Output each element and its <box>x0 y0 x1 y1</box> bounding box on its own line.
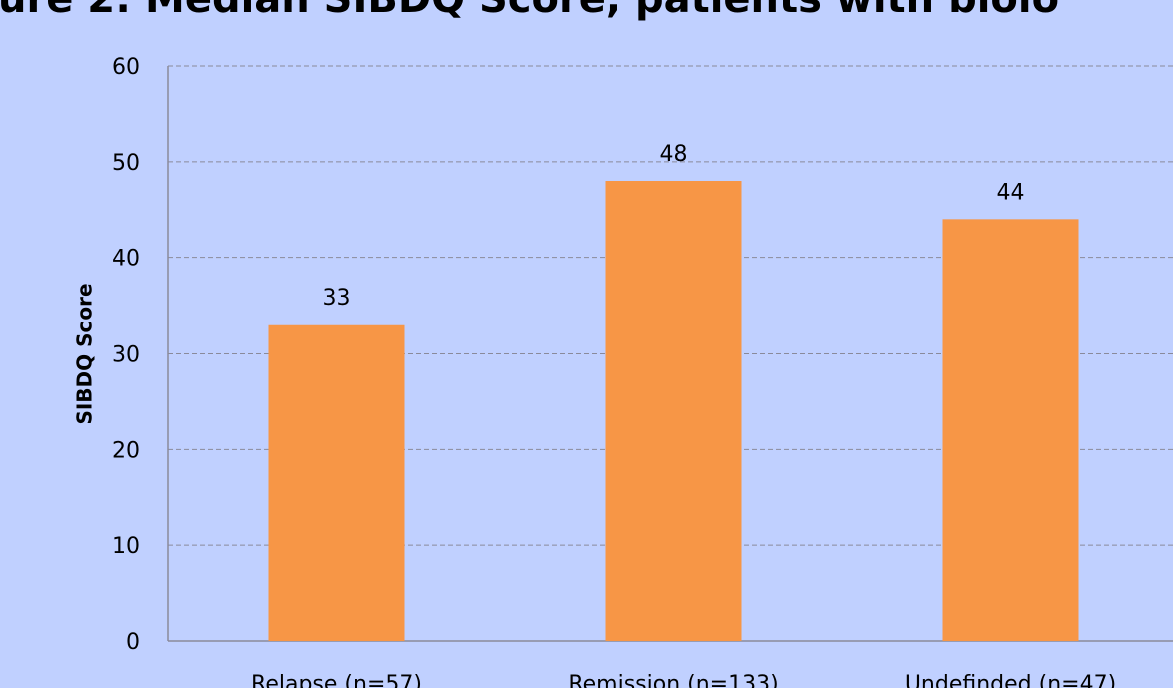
bar <box>268 324 405 641</box>
y-tick-label: 10 <box>112 534 140 559</box>
y-axis-label: SIBDQ Score <box>73 283 97 424</box>
bar <box>605 181 742 641</box>
y-tick-label: 60 <box>112 55 140 80</box>
y-tick-label: 30 <box>112 343 140 368</box>
y-tick-label: 0 <box>126 630 140 655</box>
x-tick-label: Undefinded (n=47) <box>905 672 1116 688</box>
y-tick-label: 40 <box>112 247 140 272</box>
chart-title: ure 2: Median SIBDQ Score, patients with… <box>0 0 1059 22</box>
x-tick-label: Relapse (n=57) <box>251 672 422 688</box>
y-tick-label: 20 <box>112 438 140 463</box>
data-label: 48 <box>660 142 688 167</box>
data-label: 33 <box>323 286 351 311</box>
data-label: 44 <box>997 180 1025 205</box>
x-tick-label: Remission (n=133) <box>568 672 778 688</box>
y-tick-label: 50 <box>112 151 140 176</box>
bar <box>942 219 1079 642</box>
